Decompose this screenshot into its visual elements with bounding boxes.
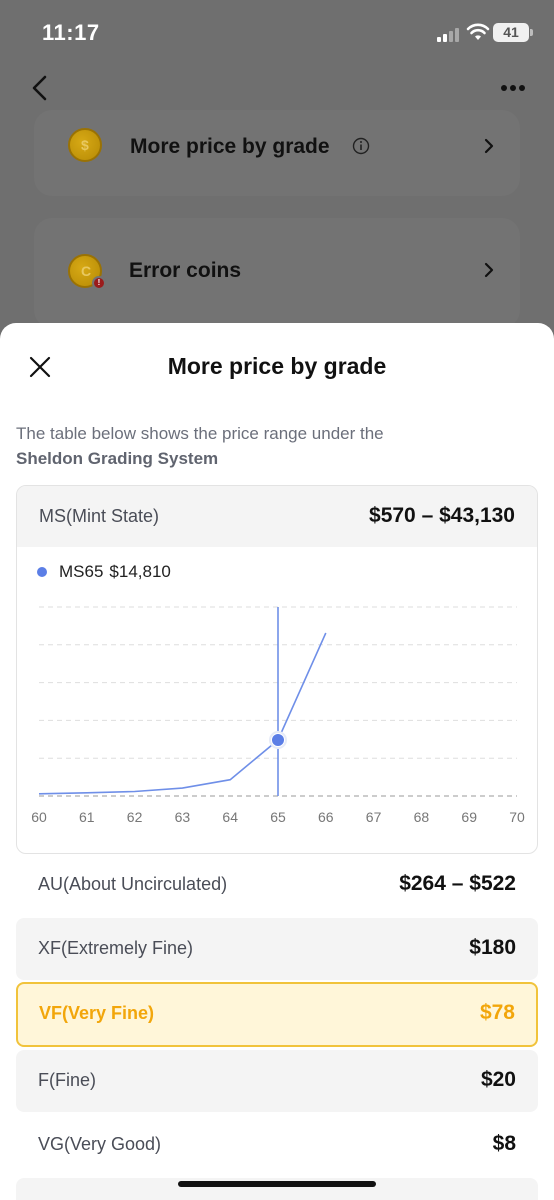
chevron-right-icon [484, 262, 494, 278]
cellular-signal-icon [437, 26, 463, 42]
status-time: 11:17 [42, 20, 100, 45]
grade-row-ms[interactable]: MS(Mint State) $570 – $43,130 [17, 486, 537, 547]
description-line: The table below shows the price range un… [16, 424, 384, 443]
nav-bar [0, 64, 554, 118]
chevron-right-icon [484, 138, 494, 154]
x-tick-label: 61 [79, 809, 95, 825]
more-price-label: More price by grade [130, 135, 330, 158]
ms-grade-block[interactable]: MS(Mint State) $570 – $43,130 60 61 62 63 64… [16, 485, 538, 854]
sheet-title: More price by grade [167, 353, 387, 379]
grade-name: MS(Mint State) [39, 506, 160, 526]
grade-price: $78 [479, 1001, 515, 1024]
grade-row-next[interactable] [16, 1178, 538, 1200]
wifi-icon [466, 23, 490, 40]
grade-price: $180 [469, 936, 516, 959]
more-options-icon[interactable] [498, 78, 528, 98]
x-tick-label: 60 [31, 809, 47, 825]
error-coins-card[interactable]: C ! Error coins [34, 218, 520, 328]
x-tick-label: 64 [222, 809, 238, 825]
back-icon[interactable] [28, 74, 52, 102]
info-icon[interactable] [352, 137, 370, 155]
grade-row-f[interactable]: F(Fine) $20 [16, 1050, 538, 1112]
sheet-description: The table below shows the price range un… [16, 421, 384, 471]
price-chart[interactable]: 60 61 62 63 64 65 66 67 68 69 70 [17, 547, 537, 853]
x-tick-label: 65 [270, 809, 286, 825]
price-by-grade-sheet: More price by grade The table below show… [0, 323, 554, 1200]
error-coins-label: Error coins [129, 259, 242, 282]
x-tick-label: 66 [318, 809, 334, 825]
legend-value: $14,810 [109, 562, 171, 581]
coin-dollar-icon [68, 128, 102, 162]
grade-name: XF(Extremely Fine) [38, 938, 194, 958]
error-badge-icon: ! [92, 276, 106, 290]
legend-series-label: MS65 [59, 562, 104, 581]
grade-price: $8 [492, 1132, 516, 1155]
x-tick-label: 67 [366, 809, 382, 825]
grade-name: VF(Very Fine) [39, 1003, 155, 1023]
x-tick-label: 63 [175, 809, 191, 825]
grade-row-vf[interactable]: VF(Very Fine) $78 [16, 982, 538, 1047]
more-price-by-grade-card[interactable]: $ More price by grade [34, 110, 520, 196]
x-tick-label: 69 [461, 809, 477, 825]
grade-row-au[interactable]: AU(About Uncirculated) $264 – $522 [16, 854, 538, 916]
close-icon[interactable] [29, 356, 51, 378]
x-tick-label: 70 [509, 809, 525, 825]
coin-symbol: C [81, 263, 92, 279]
selected-point [272, 734, 284, 747]
status-bar: 11:17 41 [0, 0, 554, 64]
home-indicator [178, 1181, 376, 1187]
grade-name: AU(About Uncirculated) [38, 874, 228, 894]
grade-name: F(Fine) [38, 1070, 96, 1090]
grading-system-name: Sheldon Grading System [16, 449, 219, 468]
coin-symbol: $ [81, 137, 89, 153]
grade-price: $264 – $522 [399, 872, 516, 895]
x-tick-label: 68 [414, 809, 430, 825]
series-line [38, 632, 327, 795]
grade-row-vg[interactable]: VG(Very Good) $8 [16, 1114, 538, 1176]
x-tick-label: 62 [127, 809, 143, 825]
legend-dot [37, 567, 47, 577]
chart-legend: MS65 $14,810 [37, 562, 171, 582]
grade-price: $20 [480, 1068, 516, 1091]
battery-icon: 41 [493, 23, 533, 42]
grade-name: VG(Very Good) [38, 1134, 162, 1154]
grade-price: $570 – $43,130 [369, 504, 515, 527]
grade-row-xf[interactable]: XF(Extremely Fine) $180 [16, 918, 538, 980]
